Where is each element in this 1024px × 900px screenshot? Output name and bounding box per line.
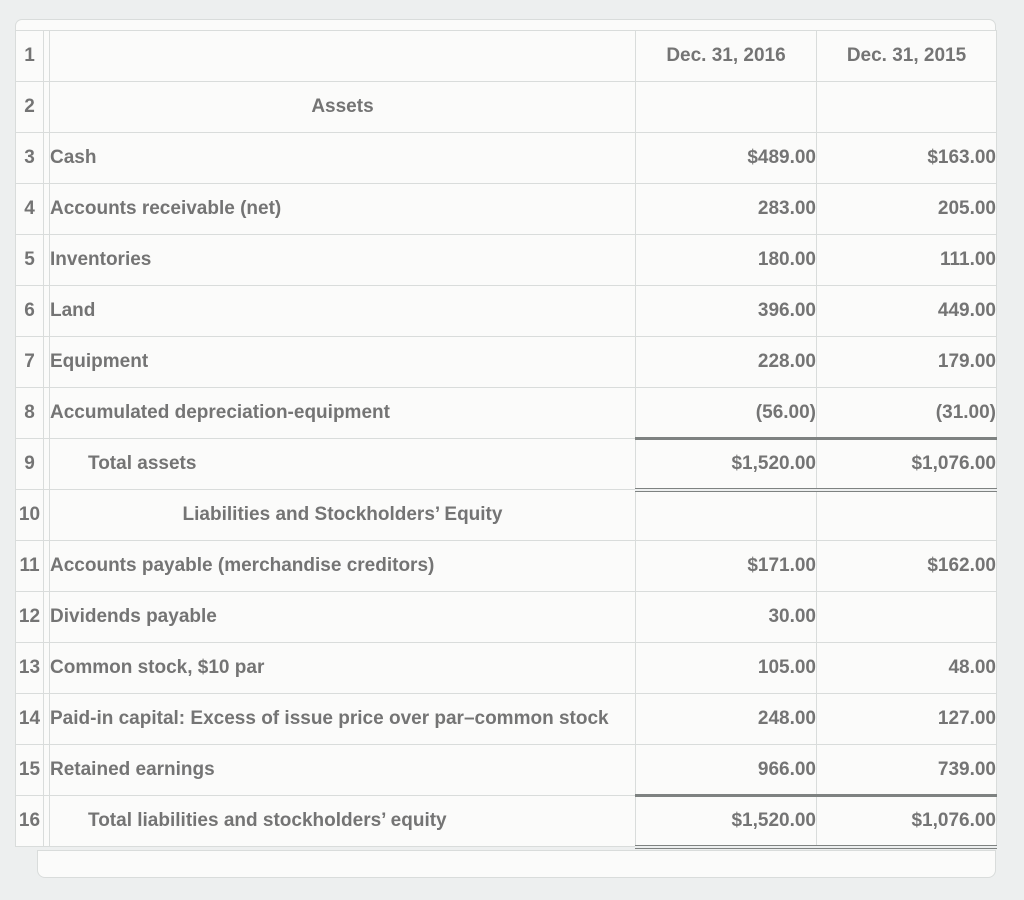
account-label-cell[interactable]: Liabilities and Stockholders’ Equity (49, 489, 636, 541)
value-cell-2015[interactable]: 179.00 (816, 336, 997, 388)
value-cell-2016[interactable]: 248.00 (635, 693, 817, 745)
value-cell-2015[interactable]: $162.00 (816, 540, 997, 592)
row-number: 10 (15, 489, 44, 541)
account-label-cell[interactable]: Retained earnings (49, 744, 636, 796)
value-cell-2015[interactable]: 205.00 (816, 183, 997, 235)
sheet-bottom-strip (37, 849, 996, 878)
value-cell-2016[interactable]: 396.00 (635, 285, 817, 337)
row-number: 5 (15, 234, 44, 286)
table-row: 9 Total assets $1,520.00 $1,076.00 (15, 437, 997, 492)
value-cell-2015[interactable]: $1,076.00 (816, 794, 997, 849)
value-cell-2015[interactable] (816, 591, 997, 643)
table-row: 13 Common stock, $10 par 105.00 48.00 (15, 642, 997, 694)
value-cell-2016[interactable]: 228.00 (635, 336, 817, 388)
account-label-cell[interactable]: Assets (49, 81, 636, 133)
table-row: 14 Paid-in capital: Excess of issue price… (15, 693, 997, 745)
row-number: 6 (15, 285, 44, 337)
value-cell-2016[interactable]: 105.00 (635, 642, 817, 694)
value-cell-2015[interactable] (816, 81, 997, 133)
table-row: 8 Accumulated depreciation-equipment (56.0… (15, 387, 997, 439)
account-label-cell[interactable]: Accounts receivable (net) (49, 183, 636, 235)
account-label-cell[interactable]: Cash (49, 132, 636, 184)
value-cell-2015[interactable]: 111.00 (816, 234, 997, 286)
table-row: 7 Equipment 228.00 179.00 (15, 336, 997, 388)
value-cell-2016[interactable] (635, 489, 817, 541)
account-label-cell[interactable]: Accumulated depreciation-equipment (49, 387, 636, 439)
table-row: 2 Assets (15, 81, 997, 133)
account-label-cell[interactable]: Common stock, $10 par (49, 642, 636, 694)
value-cell-2016[interactable]: 180.00 (635, 234, 817, 286)
row-number: 3 (15, 132, 44, 184)
account-label-cell[interactable]: Total assets (49, 438, 636, 490)
table-row: 6 Land 396.00 449.00 (15, 285, 997, 337)
value-cell-2015[interactable]: 449.00 (816, 285, 997, 337)
account-label-cell[interactable]: Land (49, 285, 636, 337)
value-cell-2015[interactable]: 48.00 (816, 642, 997, 694)
value-cell-2016[interactable]: $1,520.00 (635, 437, 817, 492)
table-row: 10 Liabilities and Stockholders’ Equity (15, 489, 997, 541)
value-cell-2015[interactable]: $163.00 (816, 132, 997, 184)
row-number: 14 (15, 693, 44, 745)
value-cell-2015[interactable]: (31.00) (816, 387, 997, 439)
row-number: 12 (15, 591, 44, 643)
value-cell-2015[interactable]: 739.00 (816, 744, 997, 796)
value-cell-2015[interactable]: Dec. 31, 2015 (816, 30, 997, 82)
row-number: 1 (15, 30, 44, 82)
row-number: 15 (15, 744, 44, 796)
table-row: 16 Total liabilities and stockholders’ eq… (15, 794, 997, 849)
balance-sheet-spreadsheet: 1 Dec. 31, 2016 Dec. 31, 2015 2 Assets 3 Cash $… (15, 19, 997, 878)
value-cell-2015[interactable] (816, 489, 997, 541)
account-label-cell[interactable]: Dividends payable (49, 591, 636, 643)
value-cell-2016[interactable]: 30.00 (635, 591, 817, 643)
value-cell-2016[interactable] (635, 81, 817, 133)
value-cell-2016[interactable]: $171.00 (635, 540, 817, 592)
value-cell-2016[interactable]: $1,520.00 (635, 794, 817, 849)
row-number: 9 (15, 438, 44, 490)
account-label-cell[interactable]: Inventories (49, 234, 636, 286)
account-label-cell[interactable]: Equipment (49, 336, 636, 388)
row-number: 2 (15, 81, 44, 133)
table-row: 5 Inventories 180.00 111.00 (15, 234, 997, 286)
account-label-cell[interactable]: Total liabilities and stockholders’ equi… (49, 795, 636, 847)
balance-sheet-table: 1 Dec. 31, 2016 Dec. 31, 2015 2 Assets 3 Cash $… (15, 30, 997, 849)
table-row: 3 Cash $489.00 $163.00 (15, 132, 997, 184)
value-cell-2015[interactable]: $1,076.00 (816, 437, 997, 492)
value-cell-2015[interactable]: 127.00 (816, 693, 997, 745)
value-cell-2016[interactable]: Dec. 31, 2016 (635, 30, 817, 82)
account-label-cell[interactable]: Accounts payable (merchandise creditors) (49, 540, 636, 592)
table-row: 4 Accounts receivable (net) 283.00 205.00 (15, 183, 997, 235)
account-label-cell[interactable]: Paid-in capital: Excess of issue price o… (49, 693, 636, 745)
row-number: 8 (15, 387, 44, 439)
row-number: 7 (15, 336, 44, 388)
table-row: 11 Accounts payable (merchandise creditor… (15, 540, 997, 592)
row-number: 13 (15, 642, 44, 694)
row-number: 16 (15, 795, 44, 847)
row-number: 11 (15, 540, 44, 592)
table-row: 12 Dividends payable 30.00 (15, 591, 997, 643)
sheet-top-strip (15, 19, 996, 30)
value-cell-2016[interactable]: $489.00 (635, 132, 817, 184)
value-cell-2016[interactable]: 283.00 (635, 183, 817, 235)
account-label-cell[interactable] (49, 30, 636, 82)
table-row: 1 Dec. 31, 2016 Dec. 31, 2015 (15, 30, 997, 82)
value-cell-2016[interactable]: 966.00 (635, 744, 817, 796)
value-cell-2016[interactable]: (56.00) (635, 387, 817, 439)
table-row: 15 Retained earnings 966.00 739.00 (15, 744, 997, 796)
sheet-body: 1 Dec. 31, 2016 Dec. 31, 2015 2 Assets 3 Cash $… (15, 30, 997, 849)
row-number: 4 (15, 183, 44, 235)
